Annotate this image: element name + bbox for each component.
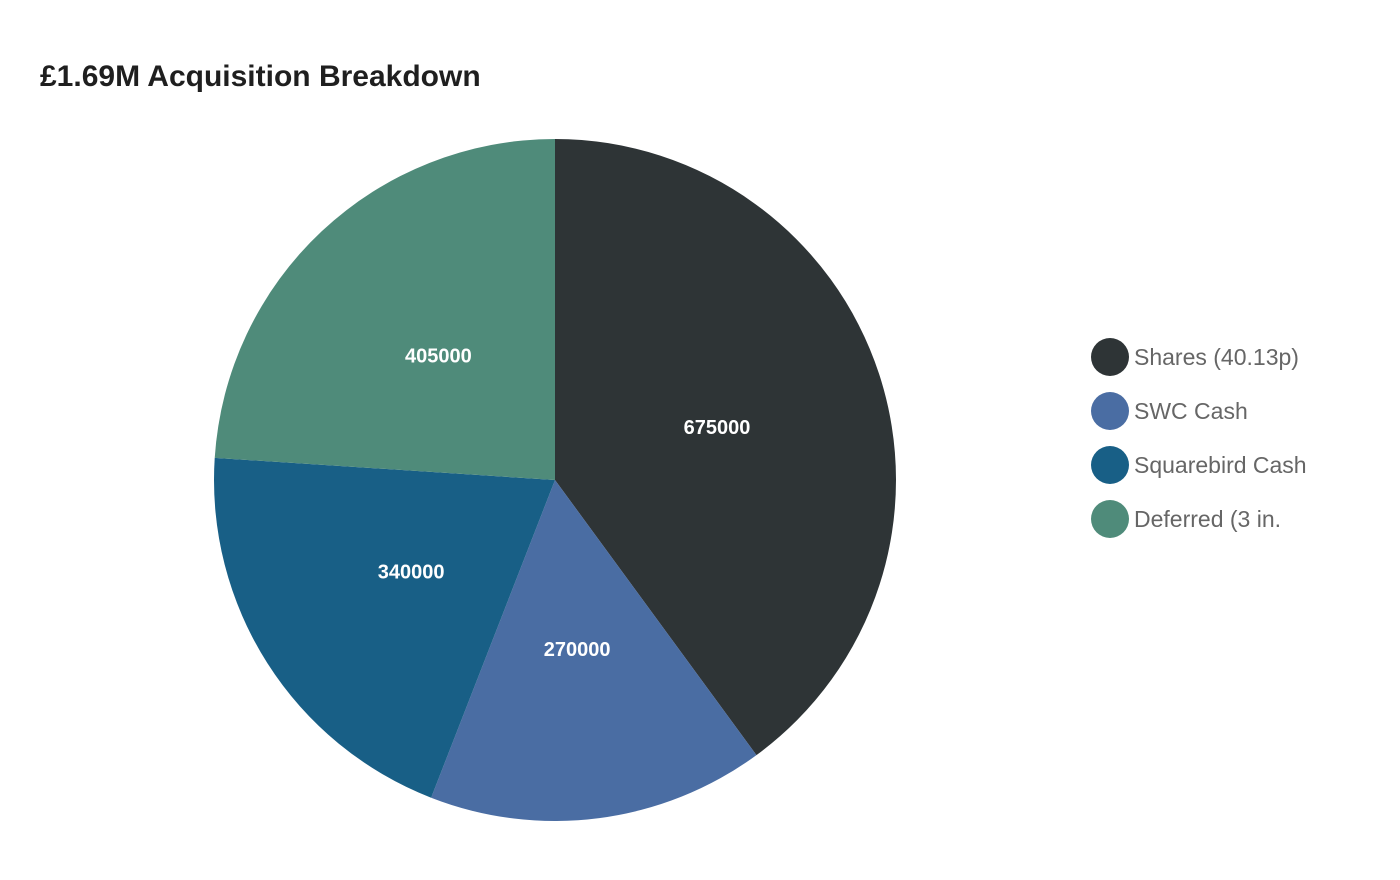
legend-swatch-icon — [1091, 446, 1129, 484]
pie-slice-shares[interactable] — [555, 139, 896, 756]
pie-slice-deferred[interactable] — [214, 139, 555, 480]
legend: Shares (40.13p) SWC Cash Squarebird Cash… — [1091, 330, 1307, 546]
legend-label: SWC Cash — [1134, 397, 1248, 424]
slice-value-label: 405000 — [405, 346, 472, 368]
legend-item-swc-cash[interactable]: SWC Cash — [1091, 384, 1307, 438]
slice-value-label: 270000 — [544, 639, 611, 661]
pie-slice-squarebird-cash[interactable] — [213, 457, 555, 798]
legend-item-shares[interactable]: Shares (40.13p) — [1091, 330, 1307, 384]
legend-label: Shares (40.13p) — [1134, 343, 1299, 370]
pie-slice-swc-cash[interactable] — [431, 480, 757, 821]
legend-swatch-icon — [1091, 500, 1129, 538]
legend-label: Deferred (3 in. — [1134, 505, 1282, 532]
legend-label: Squarebird Cash — [1134, 451, 1307, 478]
legend-swatch-icon — [1091, 338, 1129, 376]
legend-item-squarebird-cash[interactable]: Squarebird Cash — [1091, 438, 1307, 492]
chart-title: £1.69M Acquisition Breakdown — [40, 60, 481, 93]
slice-value-label: 340000 — [378, 562, 445, 584]
slice-value-label: 675000 — [684, 417, 751, 439]
legend-swatch-icon — [1091, 392, 1129, 430]
legend-item-deferred[interactable]: Deferred (3 in. — [1091, 492, 1307, 546]
